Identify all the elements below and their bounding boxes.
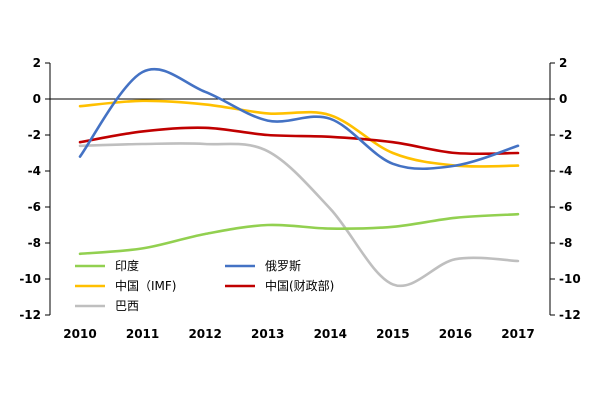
y-tick-label-right: -4 (559, 164, 572, 178)
y-tick-label-right: -6 (559, 200, 572, 214)
y-tick-label-left: -4 (28, 164, 41, 178)
y-tick-label-left: -10 (19, 272, 41, 286)
x-tick-label: 2017 (501, 327, 534, 341)
series-line-1 (78, 212, 520, 256)
x-tick-label: 2014 (314, 327, 347, 341)
y-tick-label-left: -8 (28, 236, 41, 250)
x-tick-label: 2011 (126, 327, 159, 341)
y-tick-label-right: -12 (559, 308, 581, 322)
chart-axes: 2 2 0 0 -2 -2 -4 -4 -6 -6 -8 -8 -10 -10 -12 -12 2010 2011… (19, 56, 580, 341)
series-line-4 (78, 126, 520, 156)
y-tick-label-left: -2 (28, 128, 41, 142)
x-tick-label: 2010 (63, 327, 96, 341)
x-tick-label: 2013 (251, 327, 284, 341)
y-tick-label-left: -12 (19, 308, 41, 322)
y-tick-label-left: -6 (28, 200, 41, 214)
x-tick-label: 2016 (439, 327, 472, 341)
series-line-3 (78, 99, 520, 168)
x-tick-label: 2012 (188, 327, 221, 341)
series-layer (78, 67, 520, 288)
y-tick-label-left: 0 (33, 92, 41, 106)
y-tick-label-right: -8 (559, 236, 572, 250)
legend-label: 中国（IMF) (115, 278, 176, 293)
legend-label: 巴西 (115, 299, 139, 313)
y-tick-label-right: 2 (559, 56, 567, 70)
y-tick-label-left: 2 (33, 56, 41, 70)
series-line-2 (78, 67, 520, 171)
legend-label: 中国(财政部) (265, 278, 334, 293)
y-tick-label-right: -10 (559, 272, 581, 286)
y-tick-label-right: 0 (559, 92, 567, 106)
y-tick-label-right: -2 (559, 128, 572, 142)
series-line-5 (78, 142, 520, 288)
legend-label: 俄罗斯 (265, 259, 301, 273)
legend-label: 印度 (115, 258, 139, 273)
x-tick-label: 2015 (376, 327, 409, 341)
